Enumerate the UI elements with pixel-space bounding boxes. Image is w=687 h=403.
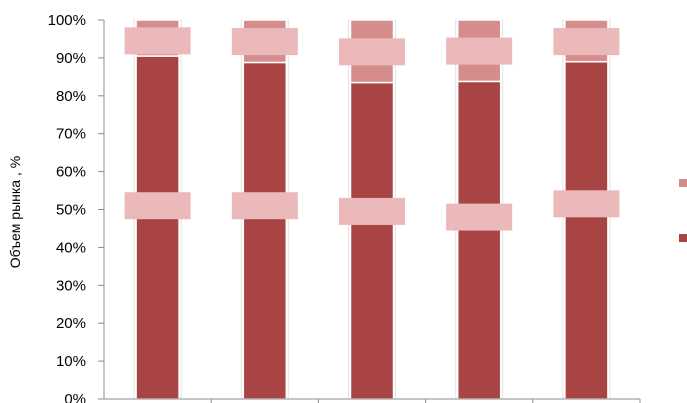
label-overlay-box: [446, 37, 513, 65]
y-tick-label: 60%: [56, 164, 86, 181]
label-overlay-box: [446, 203, 513, 231]
label-overlay-box: [124, 27, 191, 55]
y-tick-label: 0%: [64, 391, 86, 403]
y-tick-label: 50%: [56, 202, 86, 219]
label-overlays: [124, 27, 620, 231]
label-overlay-box: [339, 197, 405, 225]
y-tick-label: 10%: [56, 353, 86, 370]
label-overlay-box: [553, 190, 620, 218]
y-tick-label: 80%: [56, 88, 86, 105]
bar-segment: [456, 80, 502, 400]
label-overlay-box: [124, 192, 191, 220]
y-tick-label: 20%: [56, 315, 86, 332]
y-tick-label: 90%: [56, 50, 86, 67]
y-tick-label: 30%: [56, 277, 86, 294]
label-overlay-box: [231, 28, 298, 56]
axes: [103, 20, 641, 403]
y-axis-ticks: 0% 10% 20% 30% 40% 50% 60% 70% 80% 90% 100%: [48, 12, 104, 403]
bar-segment: [564, 60, 609, 400]
bar-segment: [135, 55, 180, 400]
label-overlay-box: [553, 28, 620, 56]
bars: [133, 19, 611, 400]
bar-segment: [242, 61, 288, 400]
legend: [679, 179, 687, 242]
label-overlay-box: [231, 192, 298, 220]
label-overlay-box: [339, 38, 405, 66]
y-axis-label: Объем рынка , %: [7, 156, 23, 268]
y-tick-label: 40%: [56, 239, 86, 256]
bar-segment: [349, 81, 395, 400]
y-tick-label: 70%: [56, 126, 86, 143]
legend-marker: [679, 179, 687, 187]
legend-marker: [679, 234, 687, 242]
y-tick-label: 100%: [48, 12, 86, 29]
